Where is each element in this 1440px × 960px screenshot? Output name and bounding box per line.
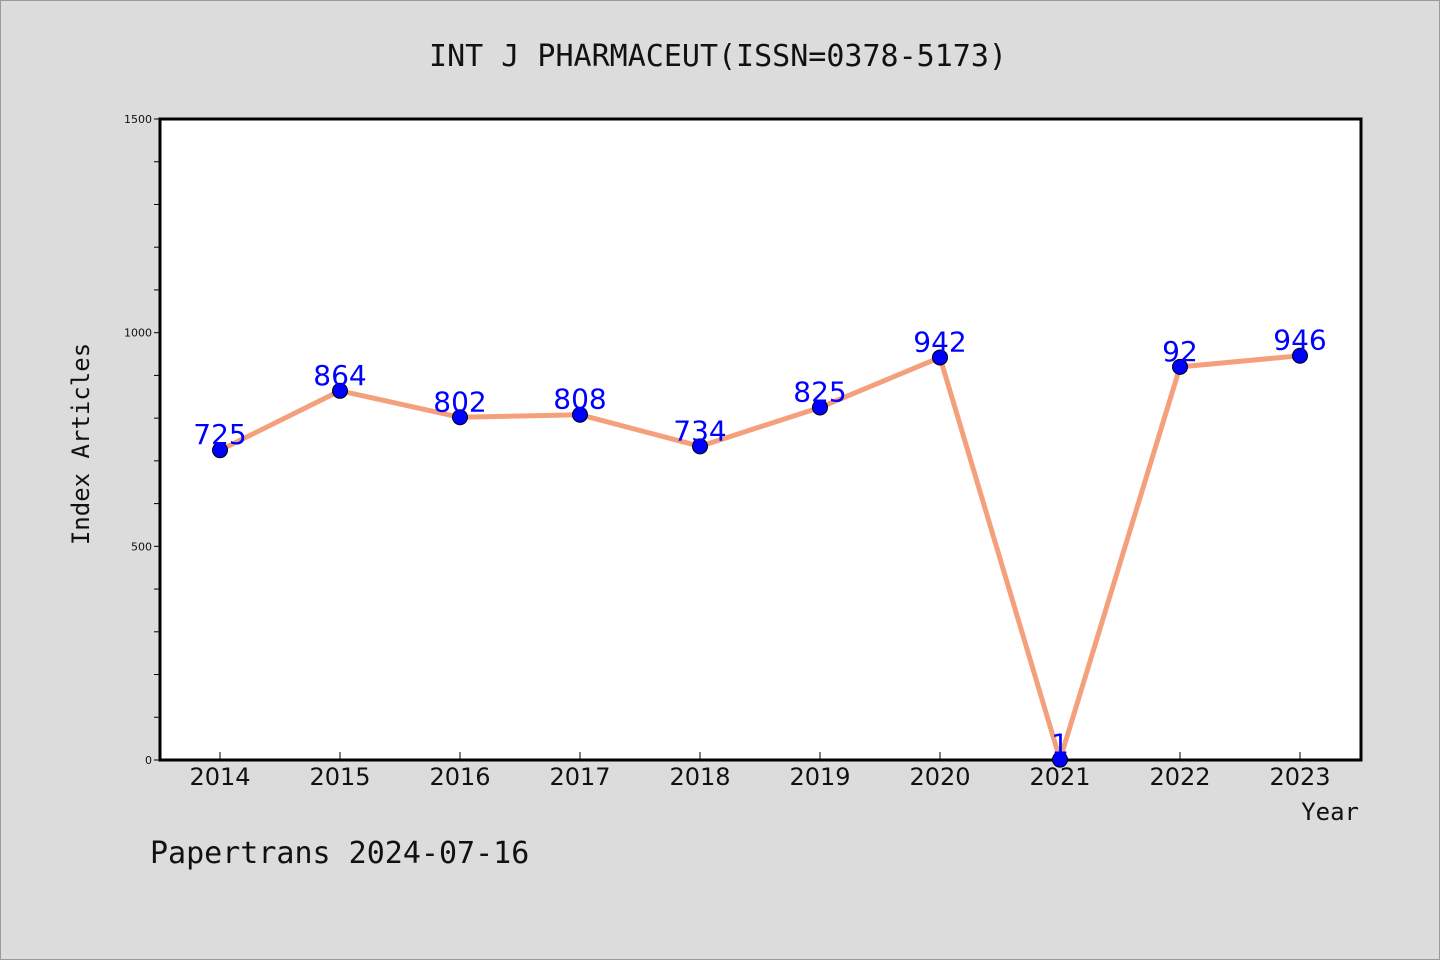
data-point	[212, 442, 228, 459]
chart-title: INT J PHARMACEUT(ISSN=0378-5173)	[429, 39, 1007, 74]
x-tick-label: 2019	[789, 763, 850, 791]
data-point	[572, 406, 588, 423]
data-label: 946	[1273, 324, 1326, 357]
x-tick-label: 2021	[1029, 763, 1090, 791]
x-axis: 2014 2015 2016 2017 2018 2019 2020 2021 2022 2023	[189, 752, 1331, 791]
x-tick-label: 2022	[1149, 763, 1210, 791]
y-tick-label: 1500	[124, 113, 152, 126]
x-tick-label: 2020	[909, 763, 970, 791]
data-point	[1292, 347, 1308, 364]
y-axis: 0 500 1000 1500	[124, 113, 160, 767]
data-label: 802	[433, 385, 486, 418]
x-tick-label: 2016	[429, 763, 490, 791]
x-axis-title: Year	[1301, 798, 1359, 826]
data-point	[332, 382, 348, 399]
x-tick-label: 2014	[189, 763, 250, 791]
data-label: 1	[1051, 728, 1069, 761]
data-label: 864	[313, 359, 366, 392]
data-point	[1052, 751, 1068, 768]
data-label: 825	[793, 375, 846, 408]
series-line	[218, 353, 1301, 763]
data-point	[452, 409, 468, 426]
y-tick-label: 1000	[124, 327, 152, 340]
data-label: 808	[553, 383, 606, 416]
data-label: 942	[913, 325, 966, 358]
data-label: 92	[1162, 335, 1198, 368]
x-tick-label: 2023	[1269, 763, 1330, 791]
y-axis-title: Index Articles	[67, 343, 95, 545]
data-point	[812, 399, 828, 416]
data-label: 734	[673, 414, 726, 447]
footer-watermark: Papertrans 2024-07-16	[150, 836, 529, 871]
x-tick-label: 2015	[309, 763, 370, 791]
x-tick-label: 2018	[669, 763, 730, 791]
series-layer: 725 864 802 808 734 825 942 1 92 946	[193, 324, 1327, 768]
data-label: 725	[193, 418, 246, 451]
data-point	[1172, 358, 1188, 375]
x-tick-label: 2017	[549, 763, 610, 791]
data-point	[932, 349, 948, 366]
y-tick-label: 0	[145, 754, 152, 767]
plot-area	[158, 117, 1363, 762]
data-point	[692, 438, 708, 455]
y-tick-label: 500	[131, 540, 152, 553]
